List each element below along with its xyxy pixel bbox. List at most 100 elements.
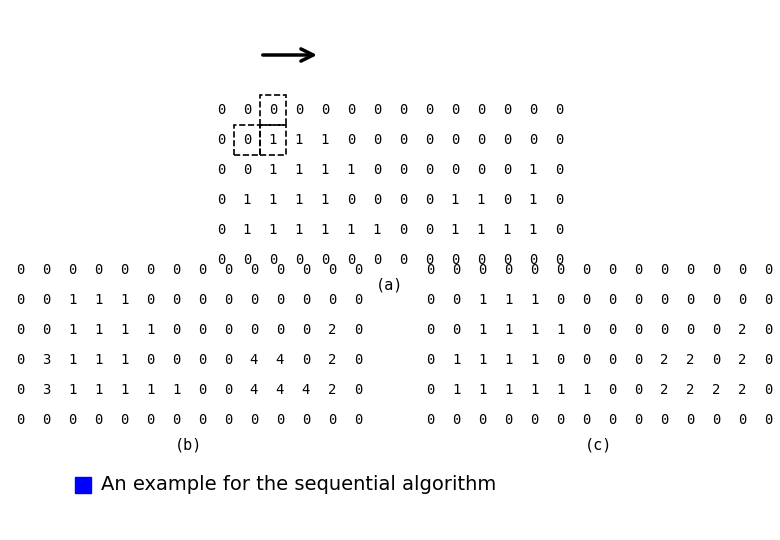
Text: 0: 0 <box>712 323 720 337</box>
Text: 0: 0 <box>452 323 460 337</box>
Text: 0: 0 <box>478 263 486 277</box>
Text: 4: 4 <box>276 353 284 367</box>
Text: 0: 0 <box>146 293 154 307</box>
Text: 0: 0 <box>217 133 225 147</box>
Text: 0: 0 <box>224 323 232 337</box>
Text: 0: 0 <box>608 353 616 367</box>
Text: 0: 0 <box>373 253 381 267</box>
Text: 0: 0 <box>42 323 50 337</box>
Text: 0: 0 <box>738 263 746 277</box>
Text: 0: 0 <box>68 263 76 277</box>
Text: 0: 0 <box>712 263 720 277</box>
Text: 0: 0 <box>276 413 284 427</box>
Text: 0: 0 <box>354 413 362 427</box>
Text: 2: 2 <box>660 353 668 367</box>
Text: 0: 0 <box>146 263 154 277</box>
Text: 0: 0 <box>146 353 154 367</box>
Text: 0: 0 <box>269 103 277 117</box>
Text: 0: 0 <box>477 103 485 117</box>
Text: 0: 0 <box>94 413 102 427</box>
Text: 1: 1 <box>504 323 512 337</box>
Text: 0: 0 <box>556 413 564 427</box>
Text: 2: 2 <box>328 383 336 397</box>
Text: 2: 2 <box>738 383 746 397</box>
Text: 1: 1 <box>94 353 102 367</box>
Text: 1: 1 <box>68 383 76 397</box>
Text: 0: 0 <box>224 293 232 307</box>
Text: 0: 0 <box>555 163 563 177</box>
Text: 0: 0 <box>660 323 668 337</box>
Text: 0: 0 <box>608 293 616 307</box>
Text: 0: 0 <box>16 323 24 337</box>
Text: 0: 0 <box>217 253 225 267</box>
Text: 0: 0 <box>452 263 460 277</box>
Text: 0: 0 <box>224 413 232 427</box>
Text: 0: 0 <box>426 383 434 397</box>
Text: 0: 0 <box>556 353 564 367</box>
Text: 0: 0 <box>529 103 537 117</box>
Text: 0: 0 <box>347 133 355 147</box>
Text: 0: 0 <box>634 323 642 337</box>
Text: 1: 1 <box>146 323 154 337</box>
Text: 0: 0 <box>172 413 180 427</box>
Text: 0: 0 <box>198 413 206 427</box>
Text: 0: 0 <box>328 293 336 307</box>
Text: 0: 0 <box>399 133 407 147</box>
Text: 0: 0 <box>243 133 251 147</box>
Text: 1: 1 <box>347 163 355 177</box>
Text: 1: 1 <box>321 133 329 147</box>
Text: 0: 0 <box>712 353 720 367</box>
Text: 0: 0 <box>16 263 24 277</box>
Text: 1: 1 <box>347 223 355 237</box>
Text: 0: 0 <box>243 163 251 177</box>
Text: 0: 0 <box>373 103 381 117</box>
Text: 0: 0 <box>634 263 642 277</box>
Text: 1: 1 <box>94 383 102 397</box>
Text: 1: 1 <box>243 223 251 237</box>
Text: 0: 0 <box>399 223 407 237</box>
Text: 1: 1 <box>529 193 537 207</box>
Text: 2: 2 <box>328 323 336 337</box>
Text: 0: 0 <box>347 253 355 267</box>
Text: 0: 0 <box>425 193 433 207</box>
Text: 0: 0 <box>426 413 434 427</box>
Bar <box>260 125 286 155</box>
Text: 0: 0 <box>295 253 303 267</box>
Text: 1: 1 <box>477 223 485 237</box>
Text: 0: 0 <box>738 293 746 307</box>
Text: 0: 0 <box>172 353 180 367</box>
Text: 0: 0 <box>425 103 433 117</box>
Text: 1: 1 <box>120 353 128 367</box>
Text: 1: 1 <box>269 163 277 177</box>
Text: 1: 1 <box>243 193 251 207</box>
Text: 0: 0 <box>608 323 616 337</box>
Text: 0: 0 <box>529 253 537 267</box>
Text: 0: 0 <box>660 413 668 427</box>
Text: 0: 0 <box>328 413 336 427</box>
Text: 1: 1 <box>556 323 564 337</box>
Text: 1: 1 <box>530 323 538 337</box>
Text: 0: 0 <box>120 263 128 277</box>
Text: 0: 0 <box>608 263 616 277</box>
Text: 0: 0 <box>686 263 694 277</box>
Text: 0: 0 <box>634 383 642 397</box>
Text: 1: 1 <box>530 293 538 307</box>
Text: 0: 0 <box>634 413 642 427</box>
Text: 0: 0 <box>660 263 668 277</box>
Text: 0: 0 <box>224 353 232 367</box>
Text: 0: 0 <box>347 193 355 207</box>
Text: 0: 0 <box>243 253 251 267</box>
Text: 2: 2 <box>660 383 668 397</box>
Text: 0: 0 <box>276 323 284 337</box>
Text: 1: 1 <box>295 193 303 207</box>
Text: 0: 0 <box>16 353 24 367</box>
Text: 4: 4 <box>250 353 258 367</box>
Text: 0: 0 <box>250 413 258 427</box>
Text: 0: 0 <box>120 413 128 427</box>
Text: 0: 0 <box>426 323 434 337</box>
Text: 0: 0 <box>399 193 407 207</box>
Text: 0: 0 <box>764 383 772 397</box>
Text: 1: 1 <box>529 163 537 177</box>
Text: 1: 1 <box>120 323 128 337</box>
Text: 1: 1 <box>295 133 303 147</box>
